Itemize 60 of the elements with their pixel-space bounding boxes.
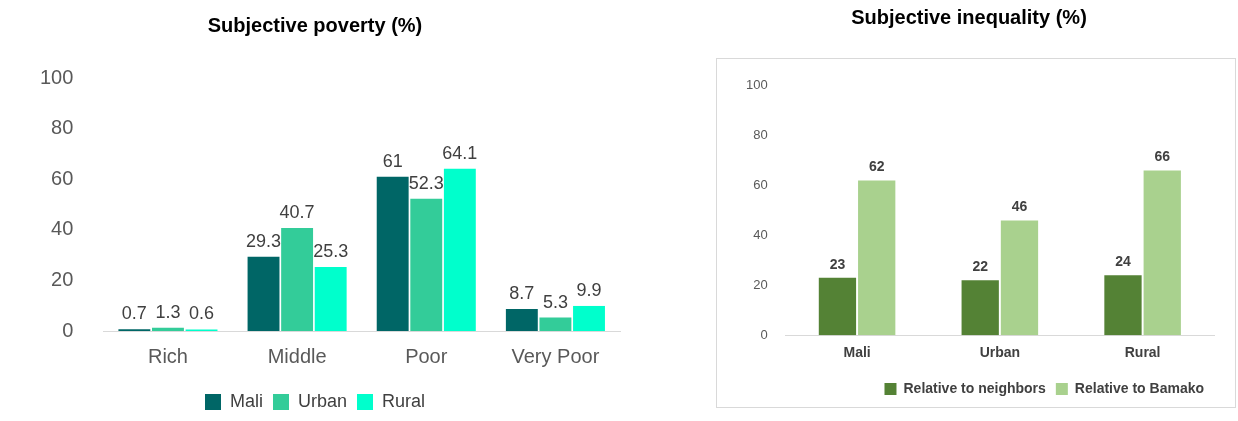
x-tick-label: Rich xyxy=(147,344,188,367)
data-label: 66 xyxy=(1154,148,1171,165)
data-label: 23 xyxy=(829,255,846,272)
x-tick-label: Rural xyxy=(1124,344,1161,361)
data-label: 64.1 xyxy=(442,142,478,163)
y-tick-label: 100 xyxy=(745,77,768,93)
y-tick-label: 20 xyxy=(753,276,768,292)
y-tick-label: 80 xyxy=(753,127,768,143)
legend-label: Urban xyxy=(297,390,348,411)
data-label: 61 xyxy=(382,150,403,171)
bar xyxy=(1104,275,1142,336)
legend-label: Relative to neighbors xyxy=(903,379,1047,396)
bar xyxy=(376,176,409,331)
y-tick-label: 0 xyxy=(760,326,768,342)
y-tick-label: 0 xyxy=(62,318,74,341)
y-tick-label: 40 xyxy=(51,217,74,240)
data-label: 0.6 xyxy=(189,303,215,324)
chart-title: Subjective inequality (%) xyxy=(850,6,1088,29)
bar xyxy=(1143,170,1181,336)
bar xyxy=(573,305,605,331)
data-label: 25.3 xyxy=(313,240,349,261)
x-tick-label: Poor xyxy=(405,344,448,367)
bar xyxy=(539,317,572,331)
x-tick-label: Urban xyxy=(979,344,1021,361)
data-label: 0.7 xyxy=(121,303,147,324)
x-tick-label: Very Poor xyxy=(511,344,600,367)
data-label: 46 xyxy=(1011,198,1028,215)
y-tick-label: 80 xyxy=(51,116,74,139)
bar xyxy=(314,266,347,331)
y-tick-label: 20 xyxy=(51,267,74,290)
y-tick-label: 60 xyxy=(753,177,768,193)
data-label: 9.9 xyxy=(576,279,602,300)
data-label: 24 xyxy=(1115,253,1131,270)
y-tick-label: 60 xyxy=(51,166,74,189)
data-label: 29.3 xyxy=(246,230,282,251)
legend-label: Rural xyxy=(382,390,426,411)
bar xyxy=(858,180,896,336)
data-label: 62 xyxy=(868,158,885,175)
x-tick-label: Mali xyxy=(843,344,871,361)
y-tick-label: 100 xyxy=(39,65,74,88)
chart-title: Subjective poverty (%) xyxy=(207,13,423,36)
bar xyxy=(247,256,280,331)
data-label: 1.3 xyxy=(155,301,181,322)
bar xyxy=(443,168,476,331)
bar xyxy=(1000,220,1039,336)
data-label: 5.3 xyxy=(542,291,568,312)
x-tick-label: Middle xyxy=(267,344,327,367)
legend-label: Relative to Bamako xyxy=(1074,379,1205,396)
y-tick-label: 40 xyxy=(753,227,768,243)
data-label: 52.3 xyxy=(408,172,444,193)
bar xyxy=(152,327,184,331)
bar xyxy=(281,228,314,331)
data-label: 22 xyxy=(972,258,989,275)
bar xyxy=(818,277,857,336)
bar xyxy=(505,308,538,331)
bar xyxy=(961,280,999,336)
legend-label: Mali xyxy=(229,390,263,411)
data-label: 40.7 xyxy=(279,202,315,222)
data-label: 8.7 xyxy=(509,282,535,303)
bar xyxy=(410,198,443,331)
